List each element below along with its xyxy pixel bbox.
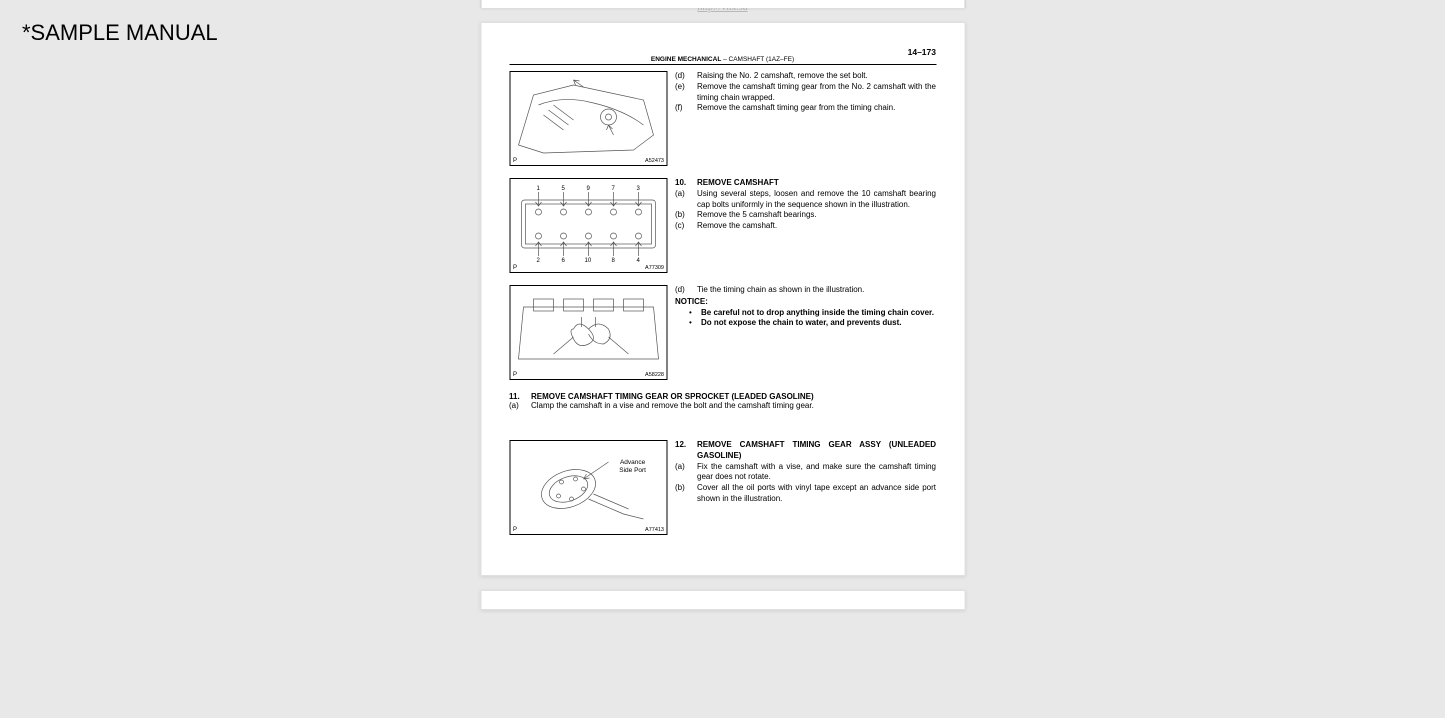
diagram-ref: A77309 [645, 265, 664, 271]
page-container: 14–173 ENGINE MECHANICAL – CAMSHAFT (1AZ… [480, 0, 965, 610]
marker: 10. [675, 178, 689, 189]
prev-page-edge [480, 0, 965, 8]
title: REMOVE CAMSHAFT TIMING GEAR ASSY (UNLEAD… [697, 440, 936, 462]
marker: (a) [675, 189, 689, 211]
section-3: P A58228 (d) Tie the timing chain as show… [509, 285, 936, 380]
text: Remove the camshaft timing gear from the… [697, 82, 936, 104]
header-text: ENGINE MECHANICAL – CAMSHAFT (1AZ–FE) [651, 56, 794, 63]
text: Using several steps, loosen and remove t… [697, 189, 936, 211]
section-1: P A52473 (d) Raising the No. 2 camshaft, … [509, 71, 936, 166]
diagram-p-label: P [512, 372, 518, 378]
bullet-1: • Be careful not to drop anything inside … [675, 308, 936, 319]
text: Remove the camshaft. [697, 221, 936, 232]
marker: 11. [509, 392, 523, 401]
marker: (a) [509, 401, 523, 410]
bullet-icon: • [689, 318, 695, 329]
text: Raising the No. 2 camshaft, remove the s… [697, 71, 936, 82]
manual-page: 14–173 ENGINE MECHANICAL – CAMSHAFT (1AZ… [480, 22, 965, 576]
text: Cover all the oil ports with vinyl tape … [697, 483, 936, 505]
advance-label: Advance Side Port [619, 459, 646, 475]
svg-text:10: 10 [584, 258, 591, 262]
marker: (b) [675, 210, 689, 221]
text: Fix the camshaft with a vise, and make s… [697, 462, 936, 484]
marker: (e) [675, 82, 689, 104]
svg-text:1: 1 [536, 186, 540, 192]
diagram-p-label: P [512, 527, 518, 533]
marker: (b) [675, 483, 689, 505]
page-header: 14–173 ENGINE MECHANICAL – CAMSHAFT (1AZ… [509, 51, 936, 65]
step-b: (b) Remove the 5 camshaft bearings. [675, 210, 936, 221]
bullet-text: Be careful not to drop anything inside t… [701, 308, 936, 319]
marker: (a) [675, 462, 689, 484]
svg-text:6: 6 [561, 258, 565, 262]
diagram-2: 1 5 9 7 3 2 6 10 8 4 P A77309 [509, 178, 667, 273]
bullet-icon: • [689, 308, 695, 319]
diagram-ref: A77413 [645, 527, 664, 533]
step-title: 10. REMOVE CAMSHAFT [675, 178, 936, 189]
content-5: 12. REMOVE CAMSHAFT TIMING GEAR ASSY (UNL… [675, 440, 936, 505]
next-page-edge [480, 590, 965, 610]
diagram-5: Advance Side Port P A77413 [509, 440, 667, 535]
svg-text:9: 9 [586, 186, 590, 192]
bullet-2: • Do not expose the chain to water, and p… [675, 318, 936, 329]
step-b: (b) Cover all the oil ports with vinyl ta… [675, 483, 936, 505]
marker: 12. [675, 440, 689, 462]
section-4: 11. REMOVE CAMSHAFT TIMING GEAR OR SPROCK… [509, 392, 936, 410]
notice-label: NOTICE: [675, 297, 936, 308]
title: REMOVE CAMSHAFT [697, 178, 936, 189]
section-5: Advance Side Port P A77413 12. REMOVE CAM… [509, 440, 936, 535]
header-dash: – [721, 56, 728, 63]
text: Clamp the camshaft in a vise and remove … [531, 401, 936, 410]
diagram-p-label: P [512, 265, 518, 271]
svg-text:2: 2 [536, 258, 540, 262]
page-number: 14–173 [908, 47, 936, 57]
diagram-ref: A52473 [645, 158, 664, 164]
svg-text:8: 8 [611, 258, 615, 262]
step-a: (a) Using several steps, loosen and remov… [675, 189, 936, 211]
header-section: ENGINE MECHANICAL [651, 56, 721, 63]
diagram-1: P A52473 [509, 71, 667, 166]
svg-text:5: 5 [561, 186, 565, 192]
svg-text:3: 3 [636, 186, 640, 192]
marker: (d) [675, 71, 689, 82]
step-e: (e) Remove the camshaft timing gear from … [675, 82, 936, 104]
text: Remove the camshaft timing gear from the… [697, 103, 936, 114]
step-title: 12. REMOVE CAMSHAFT TIMING GEAR ASSY (UNL… [675, 440, 936, 462]
header-sub: CAMSHAFT (1AZ–FE) [729, 56, 795, 63]
text: Remove the 5 camshaft bearings. [697, 210, 936, 221]
step-d: (d) Tie the timing chain as shown in the … [675, 285, 936, 296]
step-f: (f) Remove the camshaft timing gear from … [675, 103, 936, 114]
diagram-p-label: P [512, 158, 518, 164]
bullet-text: Do not expose the chain to water, and pr… [701, 318, 936, 329]
step-title: 11. REMOVE CAMSHAFT TIMING GEAR OR SPROCK… [509, 392, 936, 401]
content-3: (d) Tie the timing chain as shown in the … [675, 285, 936, 329]
step-c: (c) Remove the camshaft. [675, 221, 936, 232]
step-a: (a) Clamp the camshaft in a vise and remo… [509, 401, 936, 410]
step-a: (a) Fix the camshaft with a vise, and mak… [675, 462, 936, 484]
text: Tie the timing chain as shown in the ill… [697, 285, 936, 296]
content-1: (d) Raising the No. 2 camshaft, remove th… [675, 71, 936, 114]
svg-text:7: 7 [611, 186, 615, 192]
section-2: 1 5 9 7 3 2 6 10 8 4 P A77309 10. REMOVE … [509, 178, 936, 273]
marker: (f) [675, 103, 689, 114]
marker: (d) [675, 285, 689, 296]
step-d: (d) Raising the No. 2 camshaft, remove th… [675, 71, 936, 82]
marker: (c) [675, 221, 689, 232]
content-2: 10. REMOVE CAMSHAFT (a) Using several step… [675, 178, 936, 232]
title: REMOVE CAMSHAFT TIMING GEAR OR SPROCKET … [531, 392, 936, 401]
svg-text:4: 4 [636, 258, 640, 262]
diagram-ref: A58228 [645, 372, 664, 378]
diagram-3: P A58228 [509, 285, 667, 380]
sample-manual-label: *SAMPLE MANUAL [22, 20, 218, 46]
